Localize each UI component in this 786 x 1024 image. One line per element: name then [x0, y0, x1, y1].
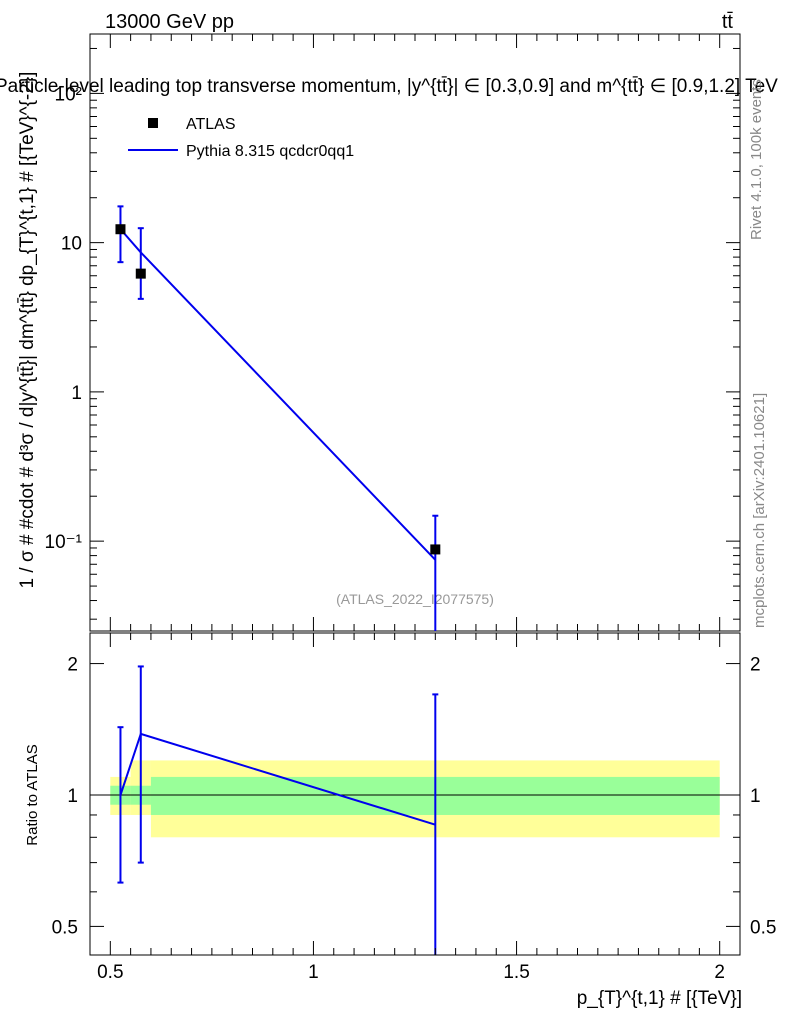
legend: ATLAS Pythia 8.315 qcdcr0qq1 [128, 116, 354, 160]
main-y-axis-label: 1 / σ # #cdot # d³σ / d|y^{tt̄}| dm^{tt̄… [17, 72, 38, 589]
side-label-bottom: mcplots.cern.ch [arXiv:2401.10621] [751, 393, 768, 628]
watermark: (ATLAS_2022_I2077575) [336, 591, 494, 607]
plot-title: Particle-level leading top transverse mo… [0, 76, 778, 97]
ratio-y-axis-label: Ratio to ATLAS [24, 744, 41, 845]
main-panel: Particle-level leading top transverse mo… [0, 33, 778, 632]
x-tick-label: 1.5 [503, 962, 529, 983]
x-tick-label: 0.5 [97, 962, 123, 983]
data-point [135, 268, 146, 279]
x-axis-label: p_{T}^{t,1} # [{TeV}] [577, 988, 742, 1009]
main-y-tick-label: 10 [61, 234, 82, 255]
legend-label-pythia: Pythia 8.315 qcdcr0qq1 [186, 143, 354, 160]
ratio-y-tick-label-left: 2 [67, 655, 78, 676]
process-label: tt̄ [722, 11, 734, 33]
legend-label-atlas: ATLAS [186, 116, 236, 133]
main-y-tick-label: 1 [71, 383, 82, 404]
ratio-ticks: 0.5 1 1.5 2 0.5 0.5 1 1 2 2 [52, 633, 776, 983]
ratio-panel: 0.5 1 1.5 2 0.5 0.5 1 1 2 2 Ratio to ATLAS p_{T}^… [24, 632, 776, 1009]
main-ticks: 10⁻¹ 1 10 10² [45, 34, 740, 631]
ratio-y-tick-label-right: 2 [750, 655, 761, 676]
main-y-tick-label: 10⁻¹ [45, 532, 83, 553]
x-tick-label: 1 [308, 962, 319, 983]
ratio-y-tick-label-left: 0.5 [52, 917, 78, 938]
mc-line [119, 228, 437, 561]
ratio-data [117, 665, 439, 955]
ratio-y-tick-label-left: 1 [67, 786, 78, 807]
main-data [115, 205, 441, 631]
energy-label: 13000 GeV pp [105, 11, 234, 33]
main-y-tick-label: 10² [55, 84, 82, 105]
ratio-y-tick-label-right: 1 [750, 786, 761, 807]
ratio-y-tick-label-right: 0.5 [750, 917, 776, 938]
side-label-top: Rivet 4.1.0, 100k events [748, 79, 765, 240]
data-point [430, 544, 441, 555]
x-tick-label: 2 [714, 962, 725, 983]
legend-marker-atlas [148, 118, 158, 128]
ratio-bands [90, 760, 740, 838]
data-point [115, 224, 126, 235]
